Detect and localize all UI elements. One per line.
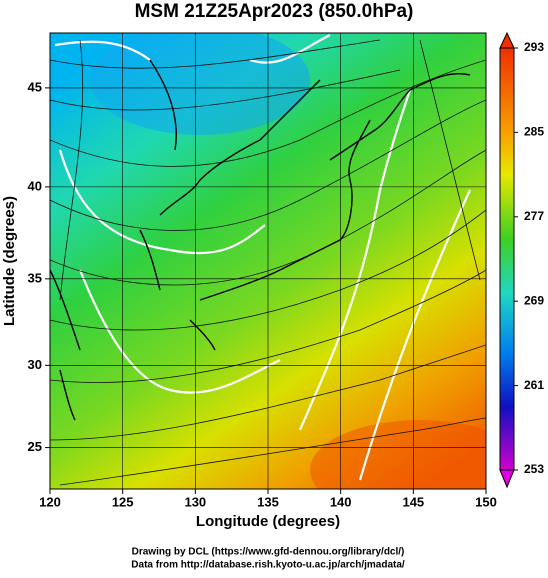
chart-title: MSM 21Z25Apr2023 (850.0hPa): [135, 1, 414, 22]
x-tick-label: 120: [39, 494, 61, 509]
colorbar-tick-label: 293: [524, 40, 544, 54]
y-tick-label: 40: [28, 178, 42, 193]
x-tick-label: 125: [112, 494, 134, 509]
colorbar-tick-label: 285: [524, 125, 544, 139]
field: [50, 33, 486, 489]
x-tick-label: 150: [475, 494, 497, 509]
y-tick-label: 45: [28, 79, 42, 94]
x-tick-label: 140: [330, 494, 352, 509]
colorbar-tick-label: 277: [524, 209, 544, 223]
colorbar-tick-label: 261: [524, 378, 544, 392]
y-tick-label: 30: [28, 357, 42, 372]
credit: Drawing by DCL (https://www.gfd-dennou.o…: [132, 547, 405, 558]
y-tick-label: 25: [28, 439, 42, 454]
x-tick-label: 135: [257, 494, 279, 509]
y-axis-label: Latitude (degrees): [1, 196, 18, 326]
x-axis-label: Longitude (degrees): [196, 513, 340, 530]
credit: Data from http://database.rish.kyoto-u.a…: [131, 560, 405, 571]
colorbar-tick-label: 253: [524, 462, 544, 476]
colorbar-tick-label: 269: [524, 293, 544, 307]
x-tick-label: 130: [184, 494, 206, 509]
x-tick-label: 145: [402, 494, 424, 509]
colorbar: [499, 31, 515, 489]
y-tick-label: 35: [28, 270, 42, 285]
